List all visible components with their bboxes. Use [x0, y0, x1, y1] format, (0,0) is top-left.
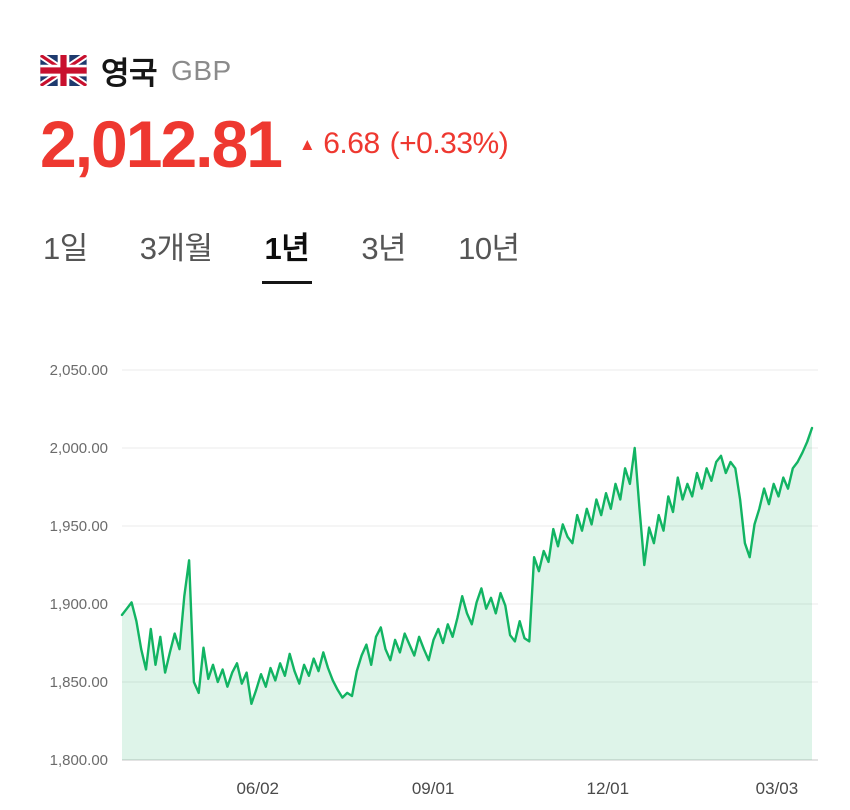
- uk-flag-icon: [40, 55, 87, 86]
- chart-area-fill: [122, 428, 812, 760]
- tab-3year[interactable]: 3년: [358, 223, 409, 284]
- header: 영국 GBP: [0, 0, 850, 93]
- tab-3month[interactable]: 3개월: [137, 223, 216, 284]
- period-tabs: 1일 3개월 1년 3년 10년: [0, 223, 850, 284]
- y-axis-label: 1,900.00: [50, 596, 108, 613]
- currency-code: GBP: [171, 54, 232, 86]
- chart-line: [120, 426, 814, 705]
- x-axis-label: 12/01: [587, 779, 630, 798]
- price-chart: 2,050.00 2,000.00 1,950.00 1,900.00 1,850.00…: [0, 350, 850, 810]
- quote-row: 2,012.81 ▲ 6.68 (+0.33%): [40, 111, 850, 177]
- y-axis-label: 1,950.00: [50, 518, 108, 535]
- y-axis-label: 1,850.00: [50, 674, 108, 691]
- change-percent: (+0.33%): [389, 127, 509, 160]
- up-arrow-icon: ▲: [298, 134, 316, 154]
- x-axis-label: 03/03: [756, 779, 799, 798]
- x-axis-label: 09/01: [412, 779, 455, 798]
- change-value: 6.68: [323, 127, 380, 160]
- country-name: 영국: [101, 56, 158, 91]
- tab-1year[interactable]: 1년: [261, 223, 313, 284]
- current-price: 2,012.81: [40, 107, 283, 181]
- y-axis-label: 2,050.00: [50, 362, 108, 379]
- y-axis-label: 1,800.00: [50, 752, 108, 769]
- chart-canvas: 2,050.00 2,000.00 1,950.00 1,900.00 1,850.00…: [50, 362, 818, 798]
- price-change: ▲ 6.68 (+0.33%): [298, 127, 509, 161]
- y-axis-label: 2,000.00: [50, 440, 108, 457]
- x-axis-label: 06/02: [236, 779, 279, 798]
- tab-10year[interactable]: 10년: [455, 223, 523, 284]
- tab-1day[interactable]: 1일: [40, 223, 91, 284]
